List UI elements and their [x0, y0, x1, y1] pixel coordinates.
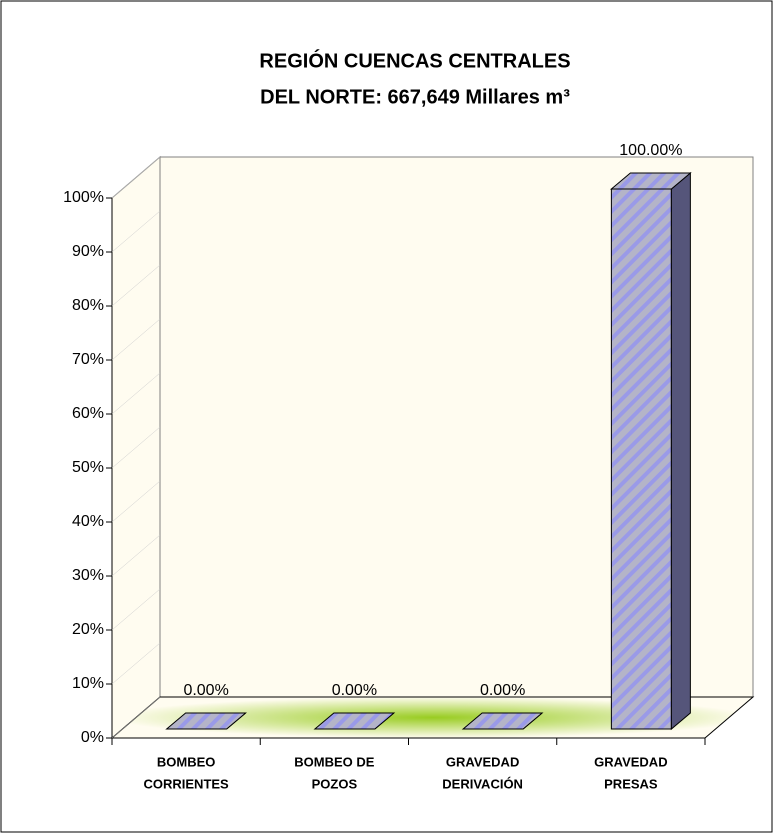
bar-top [461, 712, 544, 730]
grid-line [111, 318, 161, 361]
value-label: 0.00% [332, 682, 377, 699]
x-tick-label: GRAVEDAD [446, 754, 519, 769]
value-label: 100.00% [619, 142, 682, 159]
y-tick-label: 90% [72, 243, 104, 260]
chart-title: REGIÓN CUENCAS CENTRALES [259, 48, 570, 72]
grid-line [111, 588, 161, 631]
grid-line [111, 210, 161, 253]
y-tick-label: 60% [72, 405, 104, 422]
y-tick-label: 20% [72, 621, 104, 638]
y-tick-label: 70% [72, 351, 104, 368]
bar [610, 188, 672, 730]
bar-top [313, 712, 396, 730]
y-tick-label: 0% [81, 729, 104, 746]
x-tick-label: BOMBEO DE [294, 754, 375, 769]
bar-top [610, 172, 692, 190]
grid-line [111, 426, 161, 469]
grid-line [111, 534, 161, 577]
y-tick-label: 30% [72, 567, 104, 584]
grid-line [111, 480, 161, 523]
value-label: 0.00% [183, 682, 228, 699]
y-tick-label: 100% [63, 189, 104, 206]
y-tick-label: 80% [72, 297, 104, 314]
grid-line [111, 372, 161, 415]
grid-line [111, 156, 161, 199]
x-tick-label: GRAVEDAD [594, 754, 667, 769]
y-tick-label: 40% [72, 513, 104, 530]
grid-line [111, 264, 161, 307]
chart-title: DEL NORTE: 667,649 Millares m³ [260, 86, 570, 108]
x-tick-label: PRESAS [604, 776, 658, 791]
grid-line [111, 696, 161, 739]
x-tick-label: BOMBEO [157, 754, 216, 769]
x-tick-label: CORRIENTES [144, 776, 230, 791]
grid-line [111, 642, 161, 685]
y-tick-label: 50% [72, 459, 104, 476]
bar-top [165, 712, 247, 730]
bar-side [670, 171, 691, 731]
x-tick-label: DERIVACIÓN [442, 776, 523, 791]
x-tick-label: POZOS [312, 776, 358, 791]
value-label: 0.00% [480, 682, 525, 699]
y-tick-label: 10% [72, 675, 104, 692]
